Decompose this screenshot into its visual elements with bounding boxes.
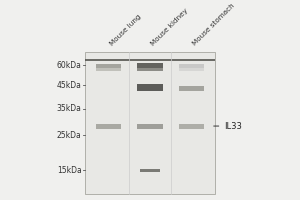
Bar [179,124,204,129]
Bar [137,63,163,68]
Bar [137,124,163,129]
Text: 60kDa: 60kDa [57,61,82,70]
Bar [179,64,204,68]
Text: 35kDa: 35kDa [57,104,82,113]
Text: 15kDa: 15kDa [57,166,82,175]
Bar [96,68,121,71]
Bar [179,68,204,71]
Text: Mouse stomach: Mouse stomach [192,3,236,47]
Text: 45kDa: 45kDa [57,81,82,90]
Bar [140,169,160,172]
Bar [85,52,215,194]
Bar [85,59,215,61]
Bar [137,84,163,91]
Text: IL33: IL33 [214,122,242,131]
Bar [179,86,204,91]
Bar [137,68,163,71]
Text: 25kDa: 25kDa [57,131,82,140]
Text: Mouse kidney: Mouse kidney [150,7,190,47]
Text: Mouse lung: Mouse lung [108,13,142,47]
Bar [96,64,121,68]
Bar [96,124,121,129]
